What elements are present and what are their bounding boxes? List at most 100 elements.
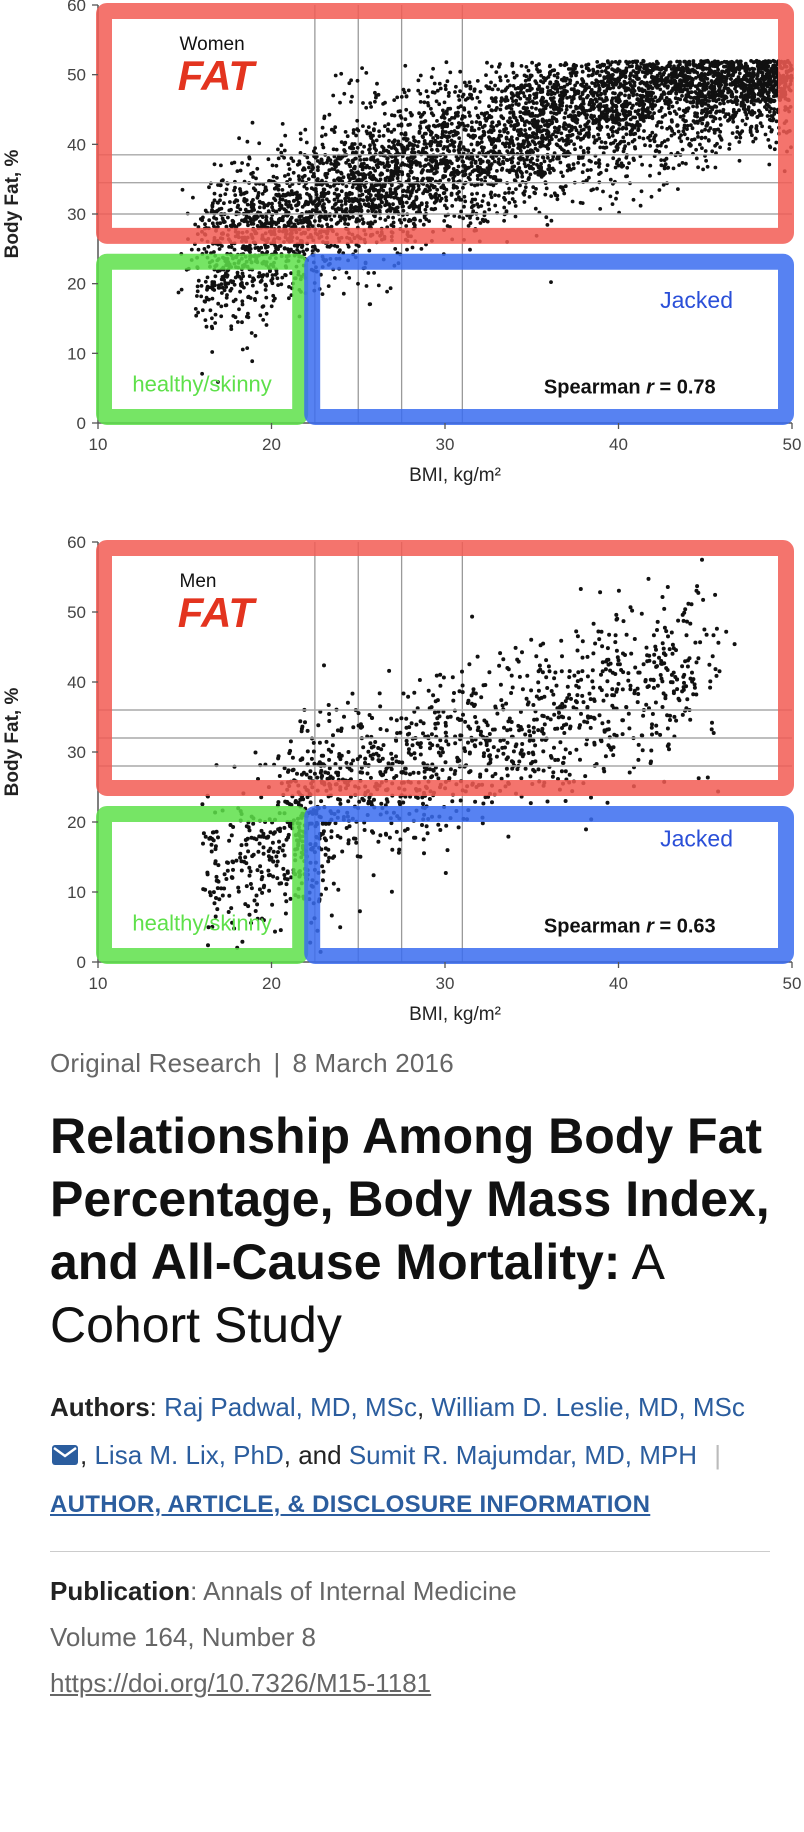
data-point <box>334 163 339 168</box>
data-point <box>670 104 675 109</box>
data-point <box>428 129 433 134</box>
data-point <box>240 284 244 288</box>
data-point <box>390 154 394 159</box>
data-point <box>577 156 581 161</box>
data-point <box>534 187 538 191</box>
data-point <box>313 219 317 223</box>
data-point <box>627 80 632 85</box>
data-point <box>488 115 493 120</box>
data-point <box>504 141 509 146</box>
data-point <box>246 162 250 167</box>
data-point <box>335 187 339 192</box>
data-point <box>412 150 417 155</box>
data-point <box>631 156 636 161</box>
data-point <box>504 136 509 141</box>
data-point <box>405 163 410 168</box>
data-point <box>453 90 457 94</box>
data-point <box>643 143 647 148</box>
data-point <box>369 136 374 141</box>
data-point <box>471 209 476 214</box>
data-point <box>332 197 337 202</box>
data-point <box>522 94 527 99</box>
data-point <box>611 109 615 113</box>
data-point <box>320 198 325 203</box>
data-point <box>636 127 641 132</box>
data-point <box>627 64 632 69</box>
data-point <box>489 190 494 195</box>
data-point <box>480 199 485 204</box>
data-point <box>251 186 256 191</box>
data-point <box>388 175 393 180</box>
data-point <box>517 156 521 161</box>
data-point <box>452 129 457 134</box>
data-point <box>718 145 722 150</box>
data-point <box>522 158 527 163</box>
data-point <box>714 127 718 132</box>
data-point <box>224 271 228 276</box>
data-point <box>713 143 717 148</box>
data-point <box>354 133 358 138</box>
data-point <box>446 178 451 182</box>
data-point <box>200 308 205 313</box>
data-point <box>196 278 201 283</box>
data-point <box>573 92 577 97</box>
data-point <box>555 71 560 76</box>
data-point <box>652 111 656 115</box>
data-point <box>756 86 760 90</box>
data-point <box>396 123 401 128</box>
data-point <box>509 150 514 155</box>
data-point <box>673 87 678 92</box>
data-point <box>569 115 574 119</box>
data-point <box>511 70 516 75</box>
data-point <box>439 158 443 163</box>
data-point <box>377 208 382 213</box>
data-point <box>334 222 339 226</box>
data-point <box>721 110 725 114</box>
data-point <box>349 100 353 104</box>
data-point <box>245 202 250 207</box>
data-point <box>276 192 281 197</box>
data-point <box>502 129 507 134</box>
data-point <box>373 203 378 208</box>
data-point <box>422 120 426 124</box>
data-point <box>235 205 240 210</box>
data-point <box>238 187 242 191</box>
data-point <box>374 138 379 143</box>
data-point <box>639 80 644 84</box>
data-point <box>371 206 376 211</box>
data-point <box>295 248 300 252</box>
data-point <box>337 207 341 212</box>
data-point <box>691 99 696 104</box>
data-point <box>210 316 214 321</box>
data-point <box>367 165 372 170</box>
data-point <box>627 161 631 166</box>
data-point <box>515 136 519 141</box>
data-point <box>535 163 539 167</box>
data-point <box>384 202 389 207</box>
data-point <box>562 115 567 120</box>
data-point <box>730 94 735 99</box>
data-point <box>462 80 467 85</box>
data-point <box>628 77 632 81</box>
data-point <box>589 113 594 118</box>
data-point <box>372 127 376 131</box>
data-point <box>555 193 560 198</box>
data-point <box>388 209 393 213</box>
data-point <box>763 132 768 137</box>
data-point <box>339 203 344 208</box>
data-point <box>372 143 377 148</box>
data-point <box>690 126 695 131</box>
data-point <box>199 294 204 299</box>
data-point <box>194 313 199 318</box>
data-point <box>247 274 252 279</box>
data-point <box>508 116 512 120</box>
data-point <box>470 125 474 130</box>
data-point <box>593 97 598 101</box>
data-point <box>462 194 467 199</box>
data-point <box>566 141 571 146</box>
data-point <box>565 89 569 94</box>
data-point <box>735 125 740 130</box>
data-point <box>403 117 408 122</box>
data-point <box>323 132 328 137</box>
data-point <box>456 113 460 118</box>
